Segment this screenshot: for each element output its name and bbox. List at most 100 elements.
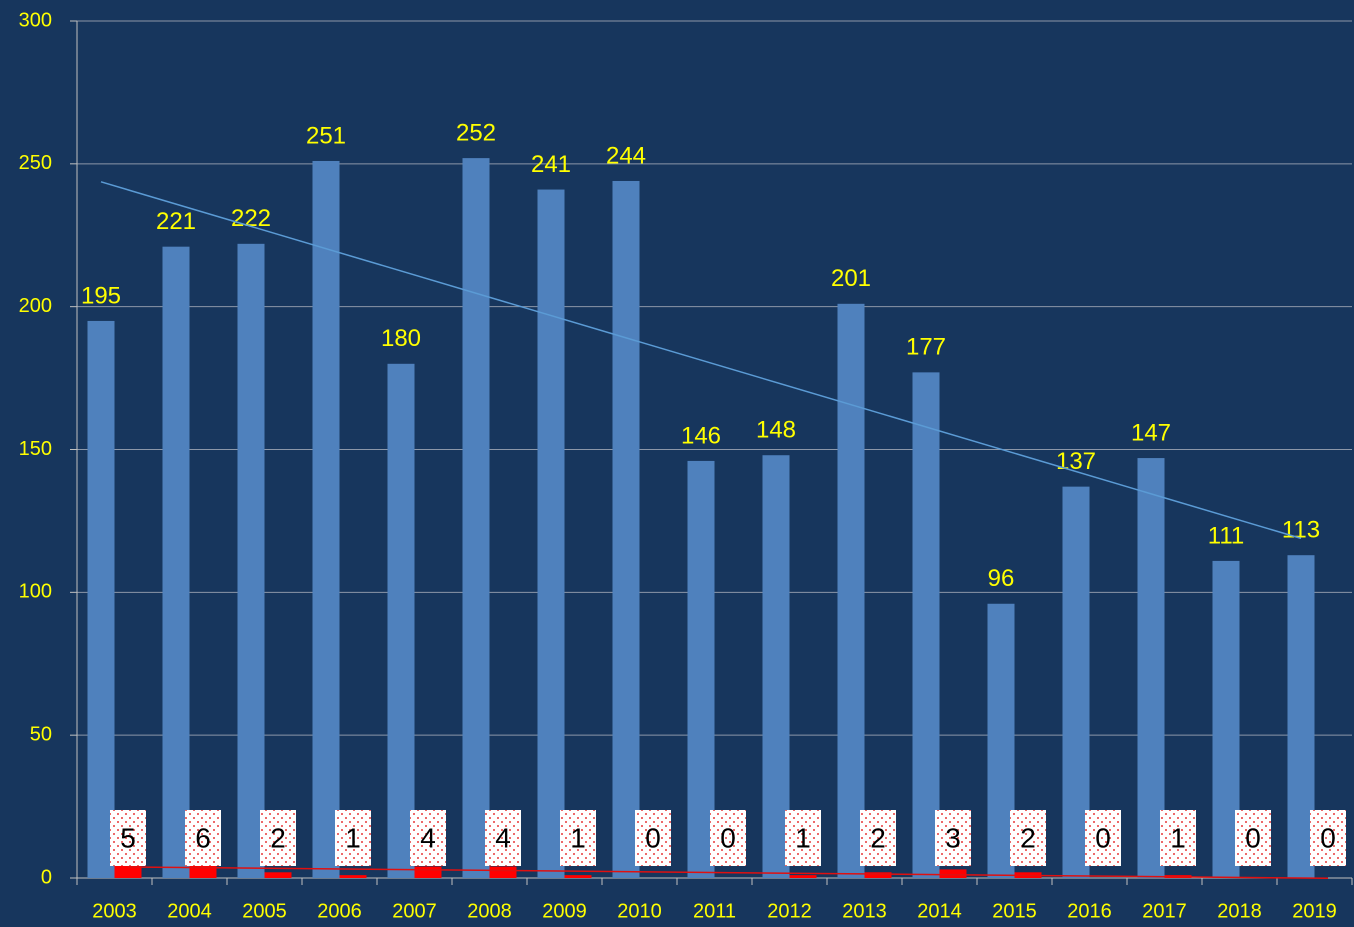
bar: [837, 303, 865, 878]
x-tick-label: 2008: [467, 900, 512, 922]
bar: [612, 180, 640, 878]
bar: [564, 875, 592, 878]
data-label: 1: [1170, 822, 1186, 853]
data-label-box: [335, 810, 371, 866]
data-label: 113: [1282, 517, 1320, 544]
x-tick-label: 2018: [1217, 900, 1262, 922]
data-label: 1: [795, 822, 811, 853]
data-label: 2: [270, 822, 286, 853]
data-label: 0: [1245, 822, 1261, 853]
y-tick-label: 50: [30, 723, 52, 745]
bar: [762, 455, 790, 878]
x-tick-label: 2011: [693, 900, 736, 922]
data-label: 195: [81, 282, 121, 309]
trend-line: [127, 866, 1329, 880]
data-label: 0: [1095, 822, 1111, 853]
x-tick-label: 2014: [917, 900, 962, 922]
data-label-box: [1235, 810, 1271, 866]
data-label: 241: [531, 151, 571, 178]
x-tick-label: 2004: [167, 900, 212, 922]
bar: [537, 189, 565, 878]
data-label-box: [1010, 810, 1046, 866]
data-label: 111: [1208, 522, 1244, 549]
x-tick-label: 2015: [992, 900, 1037, 922]
y-tick-label: 300: [19, 9, 52, 31]
data-label: 5: [120, 822, 136, 853]
data-label: 1: [570, 822, 586, 853]
bar: [339, 875, 367, 878]
y-tick-label: 150: [19, 438, 52, 460]
data-label-box: [260, 810, 296, 866]
data-label: 6: [195, 822, 211, 853]
data-label: 0: [645, 822, 661, 853]
bar: [789, 875, 817, 878]
bar: [162, 246, 190, 879]
data-label: 0: [1320, 822, 1336, 853]
x-tick-label: 2007: [392, 900, 437, 922]
data-label-box: [635, 810, 671, 866]
data-label: 0: [720, 822, 736, 853]
x-tick-label: 2016: [1067, 900, 1112, 922]
data-label-box: [710, 810, 746, 866]
data-label: 221: [156, 208, 196, 235]
data-label: 2: [870, 822, 886, 853]
y-tick-label: 0: [41, 866, 52, 888]
x-tick-label: 2019: [1292, 900, 1337, 922]
bar: [312, 160, 340, 878]
data-label: 146: [681, 422, 721, 449]
data-label-box: [485, 810, 521, 866]
data-label: 4: [495, 822, 511, 853]
bar: [387, 363, 415, 878]
bar: [912, 372, 940, 878]
x-tick-label: 2010: [617, 900, 662, 922]
data-label-box: [1085, 810, 1121, 866]
x-tick-label: 2017: [1142, 900, 1187, 922]
bar: [237, 243, 265, 878]
bar: [687, 460, 715, 878]
data-label-box: [185, 810, 221, 866]
x-tick-label: 2013: [842, 900, 887, 922]
data-label: 137: [1056, 448, 1096, 475]
data-label-box: [560, 810, 596, 866]
data-label: 1: [345, 822, 361, 853]
data-label: 96: [988, 565, 1015, 592]
x-tick-label: 2012: [767, 900, 812, 922]
data-label: 2: [1020, 822, 1036, 853]
bar: [489, 866, 517, 878]
data-label: 148: [756, 417, 796, 444]
data-label-box: [1310, 810, 1346, 866]
data-label-box: [410, 810, 446, 866]
x-tick-label: 2009: [542, 900, 587, 922]
bar: [1137, 458, 1165, 878]
bar: [939, 869, 967, 878]
data-label-box: [110, 810, 146, 866]
data-label: 147: [1131, 419, 1171, 446]
bar: [864, 872, 892, 878]
bar: [462, 158, 490, 878]
x-tick-label: 2005: [242, 900, 287, 922]
data-label: 4: [420, 822, 436, 853]
trend-line: [100, 181, 1302, 540]
y-tick-label: 200: [19, 295, 52, 317]
data-label: 244: [606, 142, 646, 169]
data-label-box: [860, 810, 896, 866]
data-label-box: [1160, 810, 1196, 866]
x-tick-label: 2006: [317, 900, 362, 922]
bar: [87, 320, 115, 878]
data-label: 177: [906, 334, 946, 361]
y-tick-label: 100: [19, 581, 52, 603]
bar: [414, 866, 442, 878]
data-label: 252: [456, 119, 496, 146]
data-label: 180: [381, 325, 421, 352]
data-label: 3: [945, 822, 961, 853]
data-label-box: [935, 810, 971, 866]
data-label: 201: [831, 265, 871, 292]
x-tick-label: 2003: [92, 900, 137, 922]
data-label-box: [785, 810, 821, 866]
bar: [264, 872, 292, 878]
data-label: 251: [306, 122, 346, 149]
y-tick-label: 250: [19, 152, 52, 174]
data-label: 222: [231, 205, 271, 232]
